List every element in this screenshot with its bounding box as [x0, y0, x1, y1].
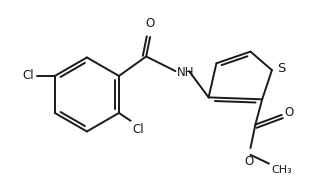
Text: O: O [145, 17, 155, 30]
Text: CH₃: CH₃ [271, 165, 292, 175]
Text: O: O [244, 155, 253, 168]
Text: S: S [277, 62, 285, 75]
Text: NH: NH [176, 66, 194, 78]
Text: Cl: Cl [23, 70, 35, 83]
Text: Cl: Cl [133, 123, 144, 136]
Text: O: O [284, 106, 294, 120]
